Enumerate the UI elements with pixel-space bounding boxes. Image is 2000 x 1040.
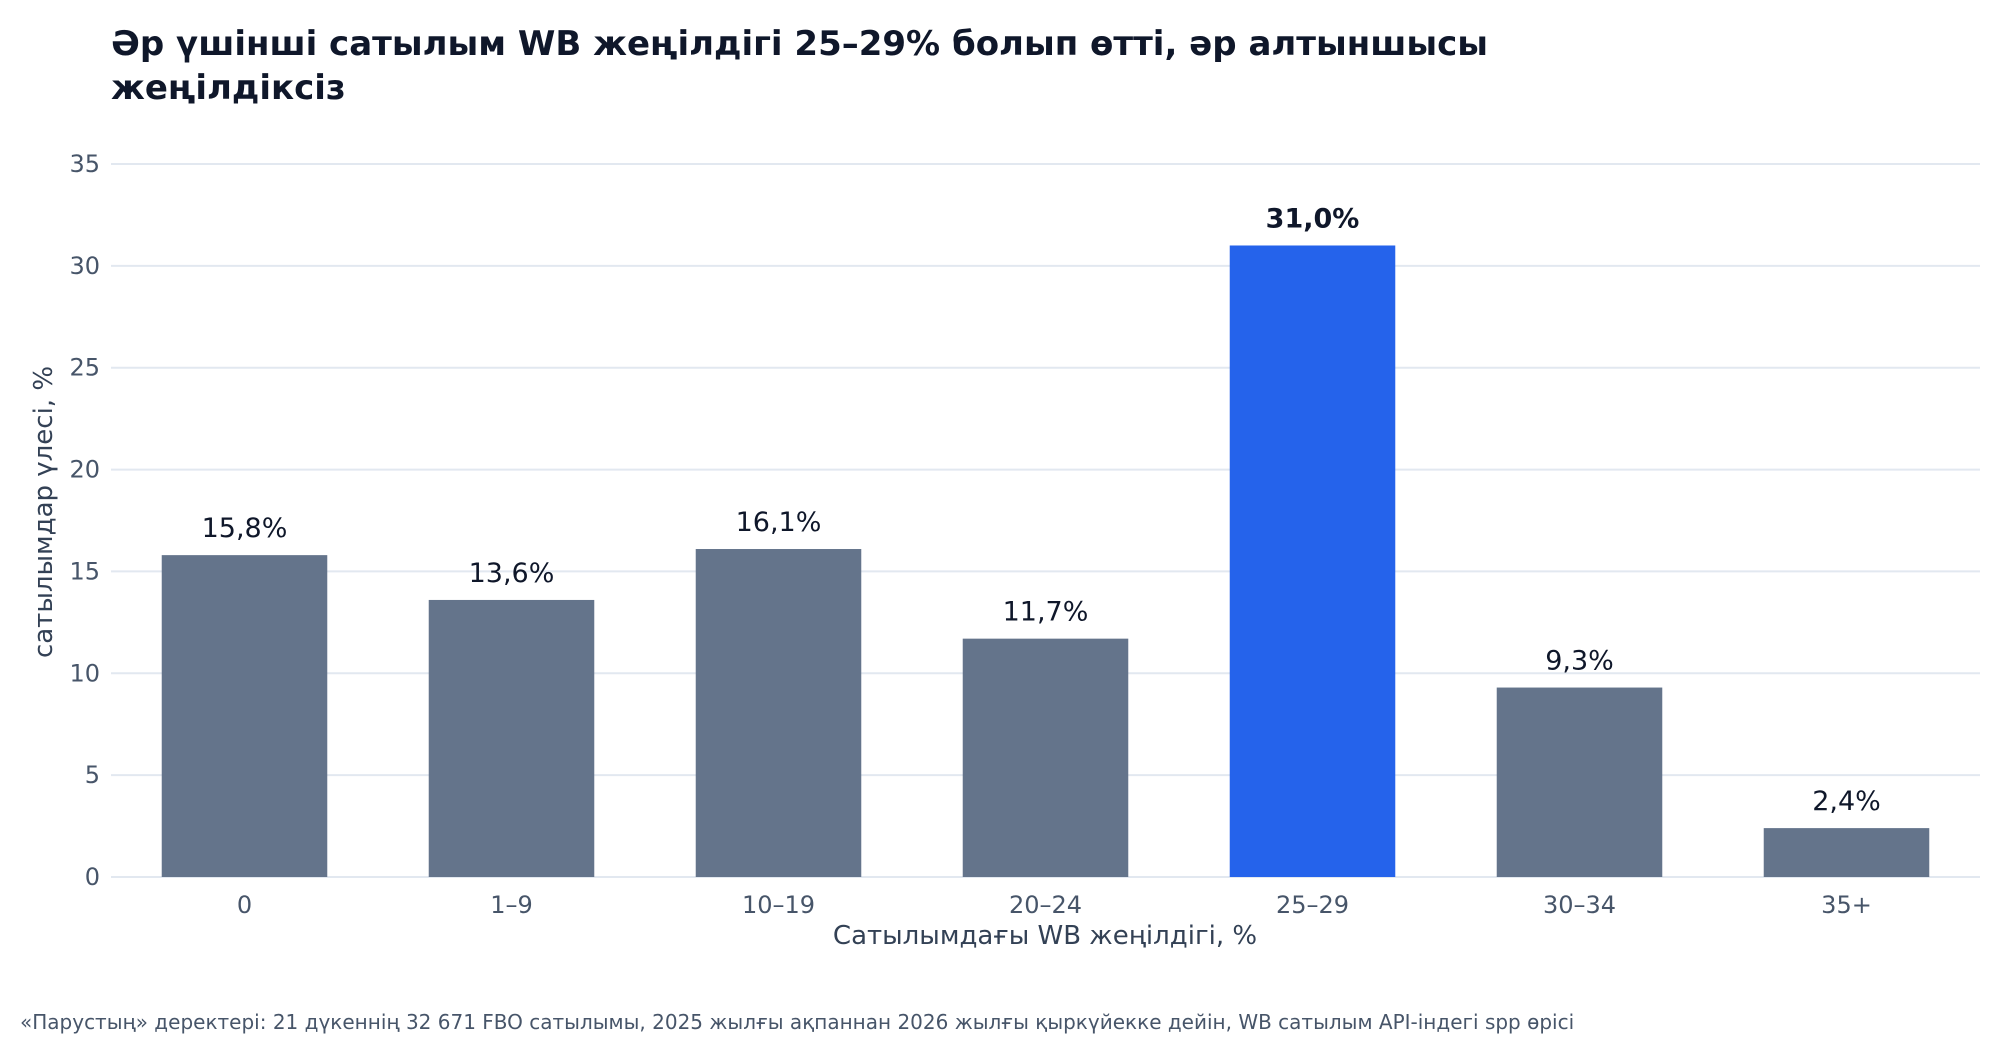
value-label: 2,4% — [1812, 786, 1881, 817]
y-tick-label: 25 — [69, 354, 100, 382]
x-tick-label: 35+ — [1821, 891, 1872, 919]
x-tick-label: 25–29 — [1276, 891, 1349, 919]
y-tick-label: 0 — [85, 863, 100, 891]
value-label: 16,1% — [736, 507, 822, 538]
source-note: «Парустың» деректері: 21 дүкеннің 32 671… — [20, 1010, 1575, 1034]
x-axis-label: Сатылымдағы WB жеңілдігі, % — [833, 921, 1257, 951]
bar-25–29 — [1229, 245, 1396, 877]
y-axis-label: сатылымдар үлесі, % — [29, 366, 59, 658]
bars — [161, 245, 1930, 877]
x-tick-label: 1–9 — [490, 891, 533, 919]
bar-30–34 — [1496, 687, 1663, 877]
chart-title: Әр үшінші сатылым WB жеңілдігі 25–29% бо… — [111, 24, 1488, 108]
y-tick-label: 20 — [69, 456, 100, 484]
y-tick-label: 5 — [85, 761, 100, 789]
y-tick-label: 30 — [69, 252, 100, 280]
value-labels: 15,8% 13,6% 16,1% 11,7% 31,0% 9,3% 2,4% — [202, 203, 1881, 817]
y-tick-label: 15 — [69, 557, 100, 585]
x-axis-ticks: 0 1–9 10–19 20–24 25–29 30–34 35+ — [237, 891, 1872, 919]
bar-0 — [161, 555, 328, 877]
value-label: 11,7% — [1003, 597, 1089, 628]
bar-1–9 — [428, 599, 595, 877]
x-tick-label: 30–34 — [1543, 891, 1616, 919]
y-tick-label: 35 — [69, 150, 100, 178]
x-tick-label: 10–19 — [742, 891, 815, 919]
bar-20–24 — [962, 638, 1129, 877]
x-tick-label: 20–24 — [1009, 891, 1082, 919]
bar-35+ — [1763, 828, 1930, 877]
bar-10–19 — [695, 549, 862, 877]
value-label: 9,3% — [1545, 646, 1614, 677]
x-tick-label: 0 — [237, 891, 252, 919]
y-tick-label: 10 — [69, 659, 100, 687]
value-label: 15,8% — [202, 513, 288, 544]
y-axis-ticks: 0 5 10 15 20 25 30 35 — [69, 150, 100, 891]
value-label: 31,0% — [1266, 203, 1360, 234]
value-label: 13,6% — [469, 558, 555, 589]
